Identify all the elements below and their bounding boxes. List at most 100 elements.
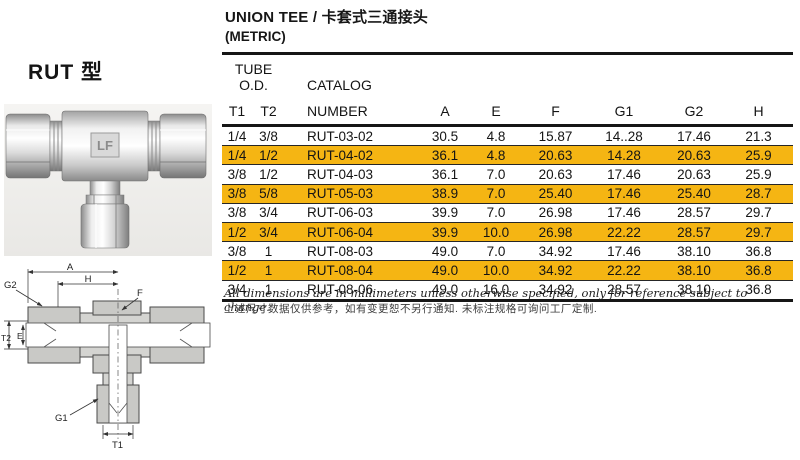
t1-cell: 1/4 xyxy=(222,145,252,166)
catalog-cell: RUT-06-04 xyxy=(285,222,426,243)
t1-cell: 3/8 xyxy=(222,184,252,204)
g2-cell: 38.10 xyxy=(664,260,725,281)
e-cell: 4.8 xyxy=(465,145,528,166)
header-h: H xyxy=(724,93,794,127)
h-cell: 25.9 xyxy=(724,145,794,166)
table-row: 3/8 1 RUT-08-03 49.0 7.0 34.92 17.46 38.10 36.8 xyxy=(222,241,794,262)
header-a: A xyxy=(425,93,466,127)
f-cell: 15.87 xyxy=(527,125,585,147)
lf-stamp-text: LF xyxy=(97,138,113,153)
a-cell: 36.1 xyxy=(425,164,466,185)
e-cell: 16.0 xyxy=(482,282,510,298)
dim-label-e: E xyxy=(17,331,23,341)
table-row: 3/8 5/8 RUT-05-03 38.9 7.0 25.40 17.46 25.40 28.… xyxy=(222,184,794,204)
table-row: 1/2 3/4 RUT-06-04 39.9 10.0 26.98 22.22 28.57 29… xyxy=(222,222,794,243)
g2-cell: 38.10 xyxy=(677,282,711,298)
g2-cell: 17.46 xyxy=(664,125,725,147)
catalog-cell: RUT-08-04 xyxy=(285,260,426,281)
f-cell: 26.98 xyxy=(527,203,585,223)
g1-cell: 14..28 xyxy=(584,125,665,147)
h-cell: 36.8 xyxy=(724,241,794,262)
header-spacer xyxy=(425,54,793,94)
g1-cell: 22.22 xyxy=(584,222,665,243)
e-cell: 7.0 xyxy=(465,241,528,262)
h-cell: 29.7 xyxy=(724,203,794,223)
table-row: 3/4 1 RUT-08-06 49.0 16.0 34.92 28.57 38.10 36.8 xyxy=(222,280,793,300)
t1-cell: 1/4 xyxy=(222,125,252,147)
table-row: 3/8 1/2 RUT-04-03 36.1 7.0 20.63 17.46 20.63 25.… xyxy=(222,164,794,185)
t2-cell: 1 xyxy=(264,282,273,298)
t2-cell: 3/4 xyxy=(252,203,286,223)
f-cell: 20.63 xyxy=(527,145,585,166)
g1-cell: 14.28 xyxy=(584,145,665,166)
g2-cell: 20.63 xyxy=(664,164,725,185)
header-g2: G2 xyxy=(664,93,725,127)
e-cell: 10.0 xyxy=(465,260,528,281)
g2-cell: 28.57 xyxy=(664,203,725,223)
g1-cell: 17.46 xyxy=(584,164,665,185)
dim-label-g2: G2 xyxy=(4,280,17,291)
dim-label-f: F xyxy=(137,288,143,299)
dim-label-t1: T1 xyxy=(112,440,123,451)
t1-cell: 3/8 xyxy=(222,203,252,223)
e-cell: 7.0 xyxy=(465,164,528,185)
h-cell: 36.8 xyxy=(724,260,794,281)
header-e: E xyxy=(465,93,528,127)
e-cell: 4.8 xyxy=(465,125,528,147)
t2-cell: 1/2 xyxy=(252,164,286,185)
header-t1: T1 xyxy=(222,93,252,127)
t1-cell: 3/8 xyxy=(222,241,252,262)
h-cell: 28.7 xyxy=(724,184,794,204)
catalog-cell: RUT-08-06 xyxy=(307,282,374,298)
h-cell: 25.9 xyxy=(724,164,794,185)
page-subtitle: (METRIC) xyxy=(225,29,286,44)
catalog-cell: RUT-03-02 xyxy=(285,125,426,147)
h-cell: 29.7 xyxy=(724,222,794,243)
dim-label-t2: T2 xyxy=(1,333,11,343)
t2-cell: 1/2 xyxy=(252,145,286,166)
f-cell: 34.92 xyxy=(527,241,585,262)
header-tube-od: TUBE O.D. xyxy=(234,61,273,93)
table-row: 1/2 1 RUT-08-04 49.0 10.0 34.92 22.22 38.10 36.8 xyxy=(222,260,794,281)
t2-cell: 1 xyxy=(252,241,286,262)
h-cell: 36.8 xyxy=(745,282,772,298)
table-row: 3/8 3/4 RUT-06-03 39.9 7.0 26.98 17.46 28.57 29.… xyxy=(222,203,794,223)
model-label: RUT 型 xyxy=(28,61,103,84)
g2-cell: 38.10 xyxy=(664,241,725,262)
g2-cell: 25.40 xyxy=(664,184,725,204)
dim-label-a: A xyxy=(67,263,74,273)
page-title: UNION TEE / 卡套式三通接头 xyxy=(225,9,428,26)
dim-label-h: H xyxy=(85,274,92,285)
catalog-cell: RUT-04-03 xyxy=(285,164,426,185)
g2-cell: 20.63 xyxy=(664,145,725,166)
a-cell: 49.0 xyxy=(431,282,459,298)
catalog-cell: RUT-05-03 xyxy=(285,184,426,204)
footnote-chinese: 上述尺寸数据仅供参考，如有变更恕不另行通知. 未标注规格可询问工厂定制. xyxy=(224,303,598,315)
header-t2: T2 xyxy=(252,93,286,127)
union-tee-photo: LF xyxy=(4,104,212,256)
dimension-drawing: A H G2 F T2 E G1 T1 xyxy=(0,262,222,455)
catalog-cell: RUT-06-03 xyxy=(285,203,426,223)
header-catalog: CATALOG xyxy=(307,77,372,93)
catalog-cell: RUT-08-03 xyxy=(285,241,426,262)
f-cell: 25.40 xyxy=(527,184,585,204)
h-cell: 21.3 xyxy=(724,125,794,147)
g2-cell: 28.57 xyxy=(664,222,725,243)
f-cell: 26.98 xyxy=(527,222,585,243)
g1-cell: 17.46 xyxy=(584,203,665,223)
catalog-cell: RUT-04-02 xyxy=(285,145,426,166)
e-cell: 7.0 xyxy=(465,184,528,204)
g1-cell: 17.46 xyxy=(584,184,665,204)
f-cell: 34.92 xyxy=(538,282,573,298)
e-cell: 10.0 xyxy=(465,222,528,243)
a-cell: 36.1 xyxy=(425,145,466,166)
a-cell: 38.9 xyxy=(425,184,466,204)
g1-cell: 22.22 xyxy=(584,260,665,281)
header-f: F xyxy=(527,93,585,127)
a-cell: 39.9 xyxy=(425,222,466,243)
cross-section-diagram: A H G2 F T2 E G1 T1 xyxy=(1,262,211,451)
t1-cell: 3/4 xyxy=(227,282,247,298)
header-g1: G1 xyxy=(584,93,665,127)
t2-cell: 5/8 xyxy=(252,184,286,204)
table-row: 1/4 1/2 RUT-04-02 36.1 4.8 20.63 14.28 20.63 25.… xyxy=(222,145,794,166)
